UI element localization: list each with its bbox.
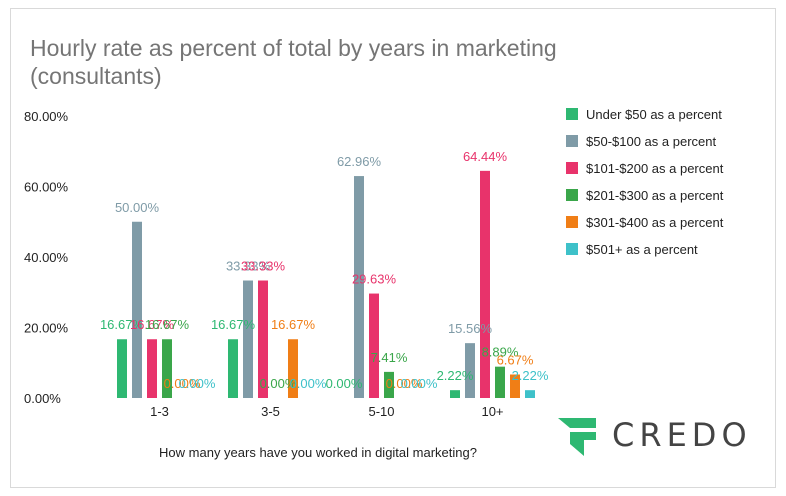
data-label: 0.00% — [290, 376, 327, 391]
legend-swatch — [566, 162, 578, 174]
bar — [369, 293, 379, 398]
legend-swatch — [566, 243, 578, 255]
legend-entry: Under $50 as a percent — [586, 107, 722, 122]
bar — [288, 339, 298, 398]
credo-logo-text: CREDO — [612, 416, 752, 454]
data-label: 62.96% — [337, 154, 382, 169]
bar — [354, 176, 364, 398]
data-label: 64.44% — [463, 149, 508, 164]
legend-entry: $501+ as a percent — [586, 242, 698, 257]
data-label: 0.00% — [164, 376, 201, 391]
bar — [147, 339, 157, 398]
data-label: 0.00% — [401, 376, 438, 391]
data-label: 2.22% — [437, 368, 474, 383]
data-label: 15.56% — [448, 321, 493, 336]
data-label: 29.63% — [352, 272, 397, 287]
data-label: 2.22% — [512, 368, 549, 383]
data-label: 0.00% — [386, 376, 423, 391]
data-label: 16.67% — [145, 317, 190, 332]
data-label: 8.89% — [482, 345, 519, 360]
legend-swatch — [566, 108, 578, 120]
bar — [384, 371, 394, 398]
data-label: 33.33% — [241, 259, 286, 274]
data-label: 50.00% — [115, 200, 160, 215]
bar — [258, 280, 268, 398]
x-tick-label: 3-5 — [261, 404, 280, 419]
legend-swatch — [566, 189, 578, 201]
bar — [495, 366, 505, 398]
data-label: 0.00% — [260, 376, 297, 391]
chart-title: Hourly rate as percent of total by years… — [30, 35, 557, 89]
bar — [510, 374, 520, 398]
data-label: 0.00% — [326, 376, 363, 391]
x-tick-label: 10+ — [481, 404, 503, 419]
y-tick-label: 20.00% — [24, 321, 69, 336]
bar — [162, 339, 172, 398]
legend-entry: $201-$300 as a percent — [586, 188, 724, 203]
bar — [465, 343, 475, 398]
x-axis-label: How many years have you worked in digita… — [159, 445, 477, 460]
data-label: 0.00% — [179, 376, 216, 391]
data-label: 16.67% — [100, 317, 145, 332]
data-label: 16.67% — [211, 317, 256, 332]
x-tick-label: 5-10 — [368, 404, 394, 419]
y-tick-label: 0.00% — [24, 391, 61, 406]
credo-logo-icon — [558, 418, 596, 456]
bar — [117, 339, 127, 398]
y-tick-label: 60.00% — [24, 180, 69, 195]
bar — [228, 339, 238, 398]
legend-entry: $50-$100 as a percent — [586, 134, 716, 149]
bar — [243, 280, 253, 398]
legend-swatch — [566, 135, 578, 147]
data-label: 16.67% — [271, 317, 316, 332]
x-tick-label: 1-3 — [150, 404, 169, 419]
bar — [450, 390, 460, 398]
legend-entry: $301-$400 as a percent — [586, 215, 724, 230]
credo-logo: CREDO — [556, 414, 756, 458]
bar — [480, 170, 490, 398]
data-label: 6.67% — [497, 352, 534, 367]
legend-entry: $101-$200 as a percent — [586, 161, 724, 176]
y-tick-label: 80.00% — [24, 109, 69, 124]
data-label: 16.67% — [130, 317, 175, 332]
bar — [525, 390, 535, 398]
legend-swatch — [566, 216, 578, 228]
y-tick-label: 40.00% — [24, 250, 69, 265]
data-label: 7.41% — [371, 350, 408, 365]
bar — [132, 221, 142, 398]
data-label: 33.33% — [226, 259, 271, 274]
